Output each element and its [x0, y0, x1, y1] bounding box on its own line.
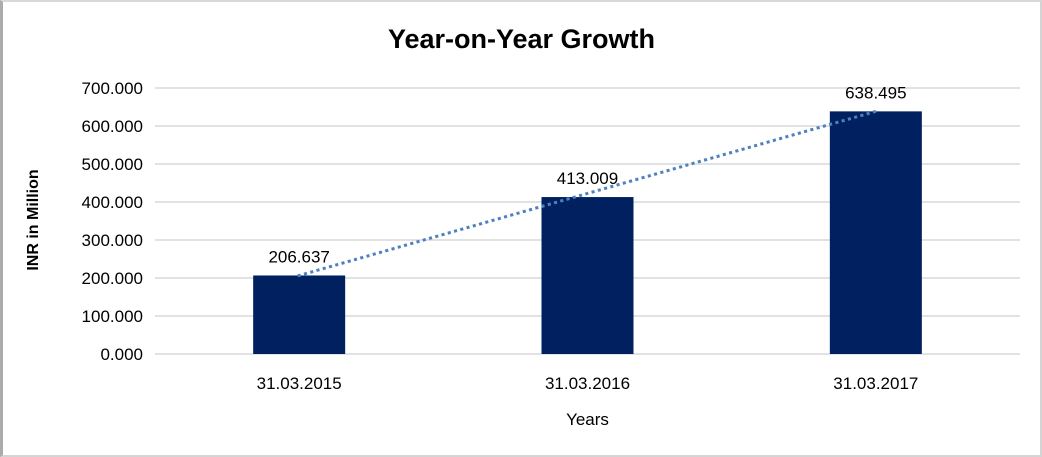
y-tick-label: 100.000 [82, 307, 143, 326]
x-category-label: 31.03.2017 [833, 374, 918, 393]
chart-title: Year-on-Year Growth [387, 24, 656, 54]
x-axis-title: Years [566, 410, 609, 429]
bar [253, 275, 346, 354]
bar-value-label: 638.495 [845, 83, 906, 102]
x-category-label: 31.03.2015 [257, 374, 342, 393]
y-tick-label: 500.000 [82, 155, 143, 174]
chart-plot-area: 700.000 600.000 500.000 400.000 300.000 200.0… [82, 79, 1020, 429]
y-tick-label: 600.000 [82, 117, 143, 136]
x-category-label: 31.03.2016 [545, 374, 630, 393]
bar [541, 197, 634, 354]
bar [829, 111, 922, 354]
y-tick-label: 200.000 [82, 269, 143, 288]
y-tick-label: 700.000 [82, 79, 143, 98]
y-tick-label: 0.000 [100, 345, 143, 364]
y-tick-label: 300.000 [82, 231, 143, 250]
bar-value-label: 206.637 [268, 247, 329, 266]
bar-value-label: 413.009 [557, 169, 618, 188]
trendline [297, 109, 878, 278]
y-tick-label: 400.000 [82, 193, 143, 212]
